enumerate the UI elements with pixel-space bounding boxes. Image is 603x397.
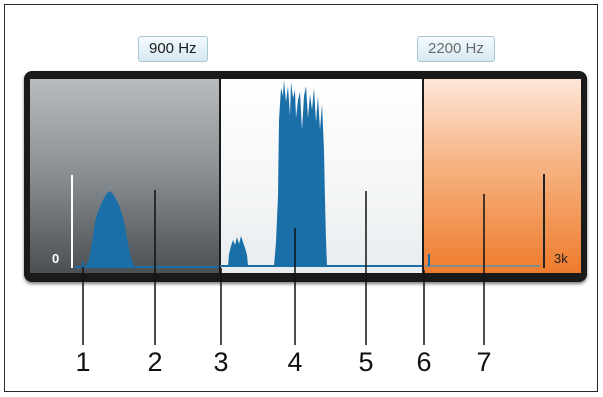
callout-number-5: 5: [358, 347, 374, 377]
scale-max-label: 3k: [554, 251, 568, 266]
callout-number-1: 1: [75, 347, 91, 377]
scale-min-label: 0: [52, 251, 60, 266]
low-band-peak: [86, 191, 134, 266]
mid-band-main-peak: [274, 80, 327, 266]
callout-number-3: 3: [213, 347, 229, 377]
low-cutoff-divider[interactable]: [219, 79, 221, 273]
high-frequency-zone[interactable]: [423, 79, 581, 273]
callout-number-4: 4: [287, 347, 303, 377]
high-cutoff-divider[interactable]: [422, 79, 424, 273]
low-cutoff-frequency-label[interactable]: 900 Hz: [138, 36, 208, 62]
mid-band-small-peak: [228, 236, 248, 266]
callout-number-2: 2: [147, 347, 163, 377]
callout-number-6: 6: [416, 347, 432, 377]
high-cutoff-frequency-label[interactable]: 2200 Hz: [417, 36, 495, 62]
callout-number-7: 7: [476, 347, 492, 377]
